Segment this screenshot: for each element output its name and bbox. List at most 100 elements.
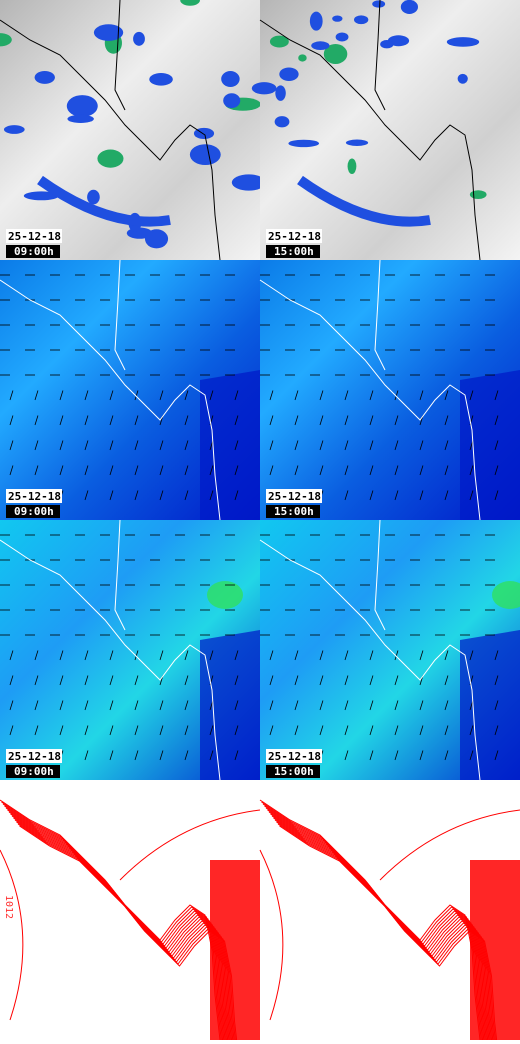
wind-arrow (269, 465, 274, 476)
wind-arrow (134, 440, 139, 451)
wind-arrow (109, 725, 114, 736)
wind-arrow (134, 725, 139, 736)
wind-arrow (494, 650, 499, 661)
rain-area (231, 174, 266, 191)
wind-arrow (319, 415, 324, 426)
wind-arrow (184, 650, 189, 661)
wind-arrow (59, 440, 64, 451)
wind-arrow (344, 415, 349, 426)
wind-arrow (319, 390, 324, 401)
wind-arrow (319, 465, 324, 476)
wind-arrow (494, 465, 499, 476)
map-panel (0, 780, 261, 1044)
wind-arrow (394, 725, 399, 736)
rain-area (133, 31, 145, 46)
rain-area (251, 82, 277, 95)
date-box (6, 229, 62, 243)
wind-arrow (184, 415, 189, 426)
rain-area (469, 190, 487, 199)
date-label: 25-12-18 (268, 490, 321, 503)
wind-arrow (469, 465, 474, 476)
wind-arrow (494, 415, 499, 426)
wind-arrow (419, 750, 424, 761)
wind-arrow (159, 490, 164, 501)
wind-arrow (34, 700, 39, 711)
wind-arrow (209, 390, 214, 401)
wind-arrow (444, 700, 449, 711)
rain-area (34, 70, 55, 84)
wind-arrow (184, 490, 189, 501)
date-label: 25-12-18 (8, 230, 61, 243)
wind-arrow (184, 700, 189, 711)
wind-arrow (294, 650, 299, 661)
wind-arrow (109, 415, 114, 426)
wind-arrow (159, 700, 164, 711)
wind-arrow (34, 415, 39, 426)
wind-arrow (394, 650, 399, 661)
time-box (266, 505, 320, 518)
rain-area (446, 37, 480, 47)
wind-arrow (234, 440, 239, 451)
wind-arrow (294, 725, 299, 736)
wind-arrow (34, 675, 39, 686)
rain-area (23, 191, 59, 201)
wind-arrow (344, 490, 349, 501)
date-box (266, 229, 322, 243)
wind-arrow (134, 750, 139, 761)
wind-arrow (59, 675, 64, 686)
rain-area (93, 24, 124, 41)
wind-arrow (109, 440, 114, 451)
rain-area (3, 125, 25, 134)
wind-arrow (9, 700, 14, 711)
wind-arrow (469, 490, 474, 501)
wind-arrow (159, 440, 164, 451)
isobar-dense (470, 860, 520, 1040)
wind-arrow (184, 725, 189, 736)
wind-arrow (394, 675, 399, 686)
wind-arrow (269, 725, 274, 736)
wind-arrow (419, 700, 424, 711)
rain-area (354, 15, 369, 25)
wind-arrow (84, 415, 89, 426)
border (114, 0, 126, 111)
wind-arrow (344, 750, 349, 761)
wind-arrow (444, 675, 449, 686)
wind-arrow (34, 465, 39, 476)
date-label: 25-12-18 (268, 750, 321, 763)
date-box (266, 749, 322, 763)
wind-arrow (294, 675, 299, 686)
wind-arrow (344, 650, 349, 661)
rain-area (335, 32, 349, 42)
wind-arrow (84, 465, 89, 476)
wind-zone (200, 630, 260, 780)
rain-area (323, 44, 348, 64)
wind-arrow (59, 700, 64, 711)
wind-arrow (369, 415, 374, 426)
wind-arrow (394, 390, 399, 401)
wind-arrow (134, 390, 139, 401)
wind-arrow (369, 750, 374, 761)
wind-arrow (109, 490, 114, 501)
map-panel: 25-12-18 09:00h (0, 259, 260, 521)
isobar-dense (210, 860, 260, 1040)
wind-arrow (369, 725, 374, 736)
wind-arrow (269, 650, 274, 661)
wind-arrow (269, 675, 274, 686)
rain-area (149, 72, 173, 86)
wind-arrow (34, 390, 39, 401)
time-box (6, 765, 60, 778)
wind-arrow (34, 725, 39, 736)
map-panel: 25-12-18 09:00h (0, 0, 266, 261)
wind-arrow (319, 700, 324, 711)
border (114, 259, 126, 371)
wind-arrow (234, 675, 239, 686)
wind-arrow (59, 650, 64, 661)
wind-arrow (444, 390, 449, 401)
isobar (259, 849, 284, 1021)
wind-arrow (184, 390, 189, 401)
wind-arrow (9, 465, 14, 476)
rain-area (400, 0, 418, 14)
time-label: 09:00h (14, 765, 54, 778)
wind-arrow (84, 725, 89, 736)
map-panel: 25-12-18 15:00h (259, 519, 520, 781)
